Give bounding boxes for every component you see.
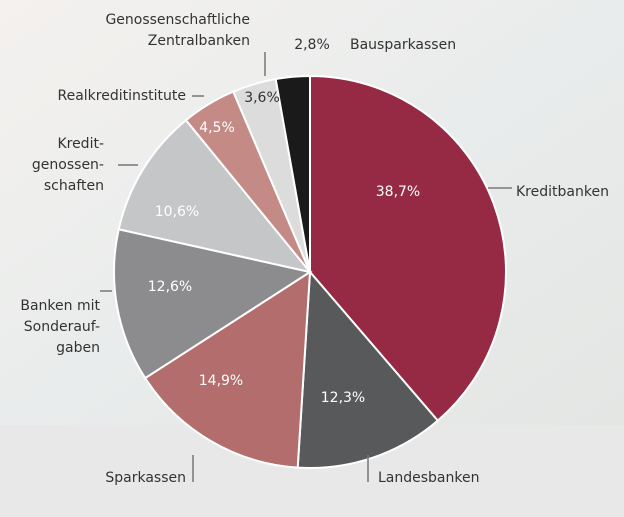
pie-slice bbox=[113, 228, 313, 380]
value-label: 2,8% bbox=[294, 37, 330, 53]
category-label: Banken mit Sonderauf-gaben bbox=[20, 298, 100, 356]
category-label: Bausparkassen bbox=[350, 37, 456, 53]
pie-slice bbox=[309, 74, 507, 423]
value-label: 12,6% bbox=[148, 279, 192, 295]
category-label: Realkreditinstitute bbox=[57, 88, 186, 104]
category-label: Kreditbanken bbox=[516, 184, 609, 200]
category-label: Landesbanken bbox=[378, 470, 479, 486]
pie-slice bbox=[143, 270, 312, 469]
category-label: Sparkassen bbox=[105, 470, 186, 486]
value-label: 14,9% bbox=[199, 373, 243, 389]
category-label: Kredit-genossen-schaften bbox=[32, 136, 104, 194]
value-label: 38,7% bbox=[376, 184, 420, 200]
value-label: 10,6% bbox=[155, 204, 199, 220]
pie-slice bbox=[296, 269, 440, 469]
pie-slice bbox=[117, 118, 313, 274]
value-label: 4,5% bbox=[199, 120, 235, 136]
value-label: 3,6% bbox=[244, 90, 280, 106]
value-label: 12,3% bbox=[321, 390, 365, 406]
pie-slice bbox=[274, 74, 311, 273]
category-label: Genossenschaftliche Zentralbanken bbox=[105, 12, 250, 49]
